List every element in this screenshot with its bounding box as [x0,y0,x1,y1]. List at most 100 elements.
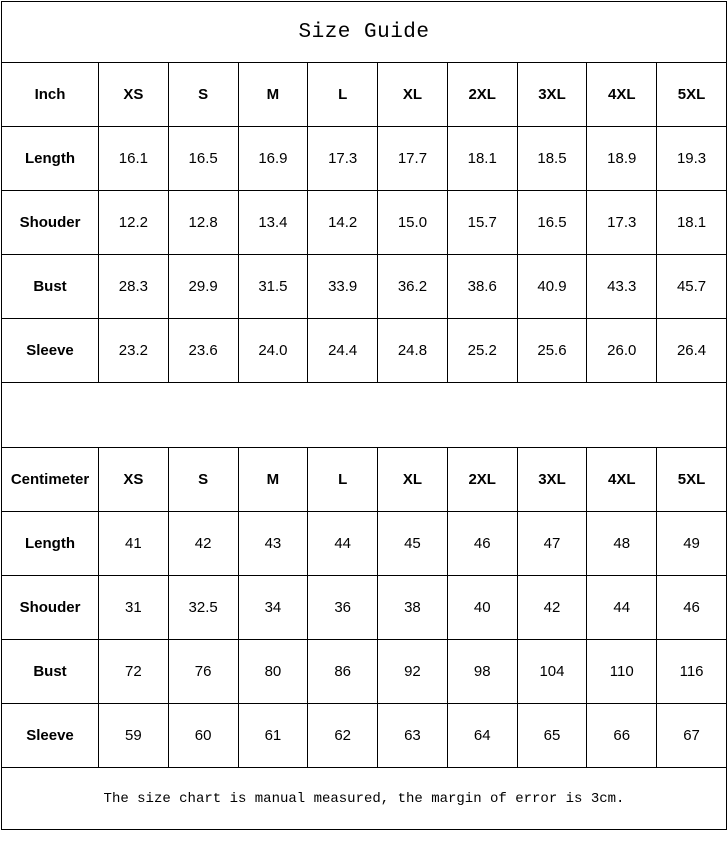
row-label: Shouder [1,575,99,640]
size-column-header: 4XL [586,62,658,127]
size-column-header: 5XL [656,62,727,127]
table-cell: 67 [656,703,727,768]
row-label: Sleeve [1,318,99,383]
table-cell: 42 [167,511,239,576]
table-cell: 33.9 [307,254,379,319]
size-column-header: L [307,62,379,127]
table-cell: 26.0 [586,318,658,383]
table-cell: 13.4 [237,190,309,255]
table-cell: 25.2 [446,318,518,383]
table-cell: 98 [446,639,518,704]
table-cell: 61 [237,703,309,768]
table-row-cm-length: Length 41 42 43 44 45 46 47 48 49 [1,511,727,576]
centimeter-header-row: Centimeter XS S M L XL 2XL 3XL 4XL 5XL [1,447,727,512]
table-cell: 46 [446,511,518,576]
size-column-header: 5XL [656,447,727,512]
table-cell: 40 [446,575,518,640]
centimeter-unit-label: Centimeter [1,447,99,512]
table-row-inch-bust: Bust 28.3 29.9 31.5 33.9 36.2 38.6 40.9 … [1,254,727,319]
table-cell: 12.2 [98,190,169,255]
table-row-inch-shouder: Shouder 12.2 12.8 13.4 14.2 15.0 15.7 16… [1,190,727,255]
table-cell: 76 [167,639,239,704]
spacer-cell [1,382,727,448]
table-cell: 38 [377,575,448,640]
table-cell: 45.7 [656,254,727,319]
size-column-header: S [167,62,239,127]
table-cell: 43 [237,511,309,576]
table-cell: 44 [307,511,379,576]
table-cell: 62 [307,703,379,768]
table-row-cm-shouder: Shouder 31 32.5 34 36 38 40 42 44 46 [1,575,727,640]
table-cell: 31.5 [237,254,309,319]
table-cell: 16.5 [516,190,588,255]
footer-note: The size chart is manual measured, the m… [1,767,727,830]
table-cell: 18.5 [516,126,588,191]
table-cell: 63 [377,703,448,768]
inch-header-row: Inch XS S M L XL 2XL 3XL 4XL 5XL [1,62,727,127]
table-cell: 72 [98,639,169,704]
table-cell: 80 [237,639,309,704]
size-column-header: XL [377,62,448,127]
row-label: Sleeve [1,703,99,768]
table-cell: 49 [656,511,727,576]
size-column-header: 3XL [516,62,588,127]
table-row-cm-bust: Bust 72 76 80 86 92 98 104 110 116 [1,639,727,704]
size-guide-table: Size Guide Inch XS S M L XL 2XL 3XL 4XL … [1,1,727,830]
table-row-inch-sleeve: Sleeve 23.2 23.6 24.0 24.4 24.8 25.2 25.… [1,318,727,383]
table-cell: 25.6 [516,318,588,383]
size-column-header: L [307,447,379,512]
table-cell: 19.3 [656,126,727,191]
table-cell: 24.0 [237,318,309,383]
table-cell: 116 [656,639,727,704]
table-cell: 15.0 [377,190,448,255]
size-column-header: XS [98,62,169,127]
table-cell: 16.9 [237,126,309,191]
table-cell: 60 [167,703,239,768]
table-cell: 34 [237,575,309,640]
table-cell: 45 [377,511,448,576]
row-label: Shouder [1,190,99,255]
table-cell: 24.8 [377,318,448,383]
table-cell: 12.8 [167,190,239,255]
table-cell: 16.5 [167,126,239,191]
table-cell: 42 [516,575,588,640]
page-title: Size Guide [1,1,727,63]
table-cell: 86 [307,639,379,704]
table-cell: 32.5 [167,575,239,640]
table-cell: 36.2 [377,254,448,319]
table-row-inch-length: Length 16.1 16.5 16.9 17.3 17.7 18.1 18.… [1,126,727,191]
table-cell: 23.6 [167,318,239,383]
table-cell: 104 [516,639,588,704]
size-column-header: XS [98,447,169,512]
table-cell: 43.3 [586,254,658,319]
row-label: Length [1,511,99,576]
table-cell: 38.6 [446,254,518,319]
table-cell: 65 [516,703,588,768]
table-cell: 24.4 [307,318,379,383]
table-cell: 18.9 [586,126,658,191]
table-cell: 59 [98,703,169,768]
row-label: Bust [1,639,99,704]
size-column-header: 2XL [446,447,518,512]
title-row: Size Guide [1,1,727,63]
size-column-header: M [237,447,309,512]
table-cell: 17.7 [377,126,448,191]
table-cell: 23.2 [98,318,169,383]
table-cell: 41 [98,511,169,576]
table-row-cm-sleeve: Sleeve 59 60 61 62 63 64 65 66 67 [1,703,727,768]
spacer-row [1,382,727,448]
row-label: Bust [1,254,99,319]
table-cell: 92 [377,639,448,704]
table-cell: 15.7 [446,190,518,255]
table-cell: 16.1 [98,126,169,191]
size-column-header: M [237,62,309,127]
table-cell: 47 [516,511,588,576]
size-column-header: 2XL [446,62,518,127]
table-cell: 66 [586,703,658,768]
table-cell: 17.3 [586,190,658,255]
inch-unit-label: Inch [1,62,99,127]
footer-row: The size chart is manual measured, the m… [1,767,727,830]
table-cell: 110 [586,639,658,704]
table-cell: 17.3 [307,126,379,191]
table-cell: 14.2 [307,190,379,255]
